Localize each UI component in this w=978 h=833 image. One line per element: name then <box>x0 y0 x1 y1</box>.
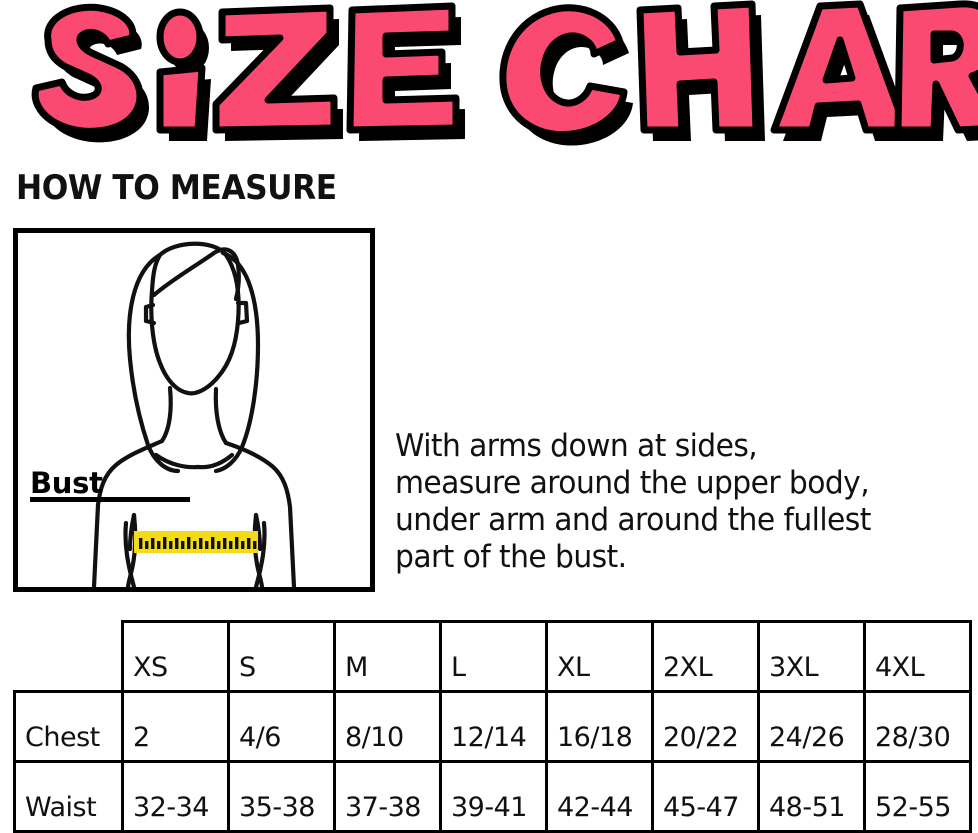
cell-waist-4xl: 52-55 <box>863 760 972 833</box>
row-header-chest: Chest <box>13 690 124 763</box>
column-header-4xl: 4XL <box>863 620 972 693</box>
instruction-line: With arms down at sides, <box>395 428 758 464</box>
column-header-s: S <box>227 620 336 693</box>
instruction-line: under arm and around the fullest <box>395 502 871 538</box>
cell-waist-s: 35-38 <box>227 760 336 833</box>
column-header-xs: XS <box>121 620 230 693</box>
section-heading: HOW TO MEASURE <box>16 168 337 208</box>
row-header-waist: Waist <box>13 760 124 833</box>
table-corner-cell <box>15 622 123 692</box>
cell-chest-s: 4/6 <box>227 690 336 763</box>
cell-waist-l: 39-41 <box>439 760 548 833</box>
cell-chest-m: 8/10 <box>333 690 442 763</box>
measure-instructions: With arms down at sides, measure around … <box>395 428 961 576</box>
table-row: Chest 2 4/6 8/10 12/14 16/18 20/22 24/26… <box>13 690 972 763</box>
cell-waist-xl: 42-44 <box>545 760 654 833</box>
column-header-3xl: 3XL <box>757 620 866 693</box>
cell-chest-xl: 16/18 <box>545 690 654 763</box>
cell-chest-l: 12/14 <box>439 690 548 763</box>
instruction-line: measure around the upper body, <box>395 465 870 501</box>
instruction-line: part of the bust. <box>395 539 627 575</box>
cell-waist-xs: 32-34 <box>121 760 230 833</box>
cell-waist-3xl: 48-51 <box>757 760 866 833</box>
title-graphic: .tshadow{ fill:#000000; } .tfill{ fill:#… <box>31 0 978 146</box>
measurement-illustration <box>13 228 375 592</box>
column-header-m: M <box>333 620 442 693</box>
column-header-2xl: 2XL <box>651 620 760 693</box>
table-header-row: XS S M L XL 2XL 3XL 4XL <box>15 620 972 693</box>
cell-chest-2xl: 20/22 <box>651 690 760 763</box>
cell-waist-2xl: 45-47 <box>651 760 760 833</box>
bust-leader-line <box>30 497 190 502</box>
column-header-xl: XL <box>545 620 654 693</box>
woman-figure-drawing <box>91 241 297 587</box>
column-header-l: L <box>439 620 548 693</box>
measuring-tape <box>134 531 258 553</box>
size-chart-table: XS S M L XL 2XL 3XL 4XL Chest 2 4/6 8/10… <box>13 620 972 833</box>
bust-label: Bust <box>30 466 103 500</box>
cell-chest-4xl: 28/30 <box>863 690 972 763</box>
cell-chest-xs: 2 <box>121 690 230 763</box>
table-row: Waist 32-34 35-38 37-38 39-41 42-44 45-4… <box>13 760 972 833</box>
cell-waist-m: 37-38 <box>333 760 442 833</box>
page-title: .tshadow{ fill:#000000; } .tfill{ fill:#… <box>0 0 978 154</box>
cell-chest-3xl: 24/26 <box>757 690 866 763</box>
